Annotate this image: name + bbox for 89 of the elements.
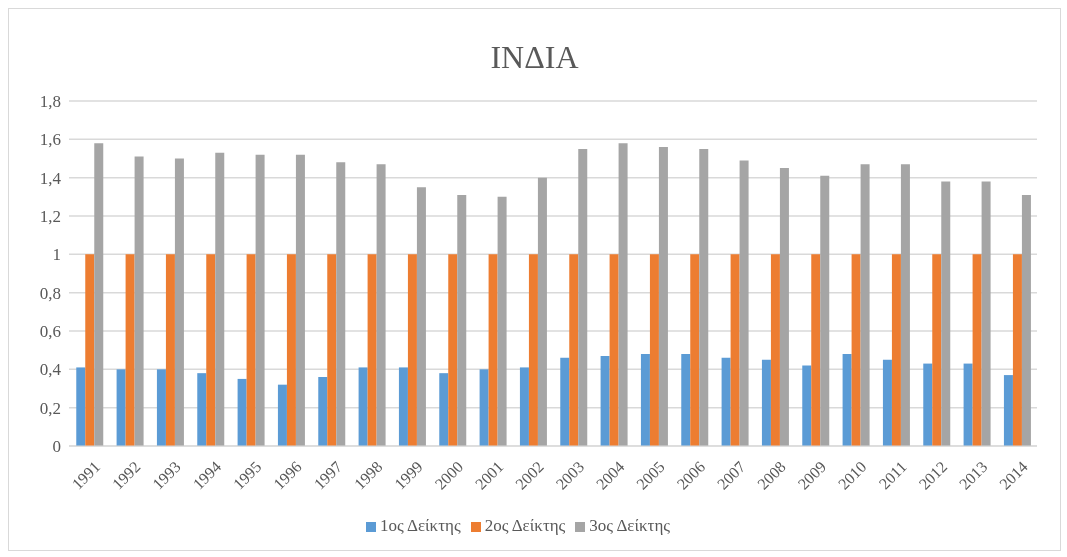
y-tick-label: 1,8 — [39, 92, 61, 112]
bar — [739, 160, 749, 446]
bar — [519, 367, 529, 446]
bar — [448, 254, 458, 446]
bar — [197, 373, 207, 446]
bar — [116, 369, 126, 446]
bar — [981, 181, 991, 446]
bar — [286, 254, 296, 446]
bar — [398, 367, 408, 446]
y-tick-label: 0,4 — [39, 360, 62, 380]
bar — [941, 181, 951, 446]
bar — [609, 254, 619, 446]
bar — [730, 254, 740, 446]
bar — [497, 196, 507, 446]
bar — [578, 148, 588, 446]
bar — [658, 147, 668, 446]
bar — [237, 378, 247, 446]
y-tick-label: 0,6 — [39, 322, 61, 342]
bar — [367, 254, 377, 446]
legend-label: 2ος Δείκτης — [484, 516, 566, 535]
bar — [690, 254, 700, 446]
bar — [457, 194, 467, 446]
y-tick-label: 0,2 — [39, 398, 61, 418]
bar — [882, 359, 892, 446]
bar — [76, 367, 86, 446]
bar — [318, 377, 328, 446]
bar — [891, 254, 901, 446]
bar — [923, 363, 933, 446]
x-tick-label: 1999 — [391, 458, 426, 493]
bar — [640, 354, 650, 446]
bar — [174, 158, 184, 446]
bar — [215, 152, 225, 446]
bar — [85, 254, 95, 446]
bar — [277, 384, 287, 446]
bar — [770, 254, 780, 446]
bar — [439, 373, 449, 446]
bar — [963, 363, 973, 446]
bar — [932, 254, 942, 446]
bar — [255, 154, 265, 446]
legend-label: 1ος Δείκτης — [379, 516, 461, 535]
bar — [165, 254, 175, 446]
bar — [811, 254, 821, 446]
bar — [358, 367, 368, 446]
bar — [479, 369, 489, 446]
bar — [560, 357, 570, 446]
bar — [376, 164, 386, 446]
bar — [681, 354, 691, 446]
bar — [802, 365, 812, 446]
bar — [246, 254, 256, 446]
bar — [900, 164, 910, 446]
bar — [537, 177, 547, 446]
legend-label: 3ος Δείκτης — [589, 516, 671, 535]
bar — [156, 369, 166, 446]
bar — [972, 254, 982, 446]
bar — [416, 187, 426, 446]
bar — [761, 359, 771, 446]
bar — [721, 357, 731, 446]
bar — [407, 254, 417, 446]
bar — [134, 156, 144, 446]
y-tick-label: 1,4 — [39, 168, 62, 188]
y-tick-label: 0,8 — [39, 283, 61, 303]
bar — [327, 254, 337, 446]
bar — [860, 164, 870, 446]
bar — [618, 143, 628, 446]
y-tick-label: 1 — [52, 245, 61, 265]
bar — [569, 254, 579, 446]
bar — [851, 254, 861, 446]
bar — [699, 148, 709, 446]
bar — [206, 254, 216, 446]
bar — [842, 354, 852, 446]
bar — [820, 175, 830, 446]
bar — [1021, 194, 1031, 446]
x-tick-label: 2011 — [875, 458, 910, 493]
bar — [649, 254, 659, 446]
chart-title: ΙΝΔΙΑ — [489, 39, 580, 76]
y-tick-label: 1,6 — [39, 130, 61, 150]
bar — [125, 254, 135, 446]
y-tick-label: 1,2 — [39, 207, 61, 227]
bar — [94, 143, 104, 446]
bar — [336, 162, 346, 446]
bar — [295, 154, 305, 446]
bar — [779, 168, 789, 446]
bar — [1012, 254, 1022, 446]
bar — [528, 254, 538, 446]
bar — [488, 254, 498, 446]
bar — [1003, 375, 1013, 446]
y-tick-label: 0 — [52, 437, 61, 457]
bar — [600, 355, 610, 446]
x-tick-label: 1993 — [149, 458, 184, 493]
